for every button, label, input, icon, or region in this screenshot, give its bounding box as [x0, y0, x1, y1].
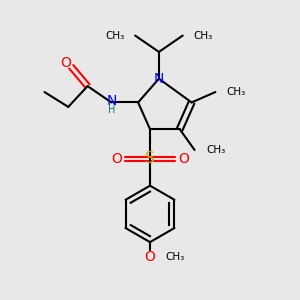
Text: O: O — [178, 152, 189, 166]
Text: O: O — [60, 56, 71, 70]
Text: O: O — [111, 152, 122, 166]
Text: N: N — [154, 72, 164, 86]
Text: CH₃: CH₃ — [106, 31, 125, 40]
Text: O: O — [145, 250, 155, 264]
Text: CH₃: CH₃ — [193, 31, 212, 40]
Text: H: H — [108, 105, 115, 115]
Text: N: N — [106, 94, 116, 108]
Text: S: S — [145, 152, 155, 166]
Text: CH₃: CH₃ — [227, 87, 246, 97]
Text: CH₃: CH₃ — [206, 145, 225, 155]
Text: CH₃: CH₃ — [166, 252, 185, 262]
